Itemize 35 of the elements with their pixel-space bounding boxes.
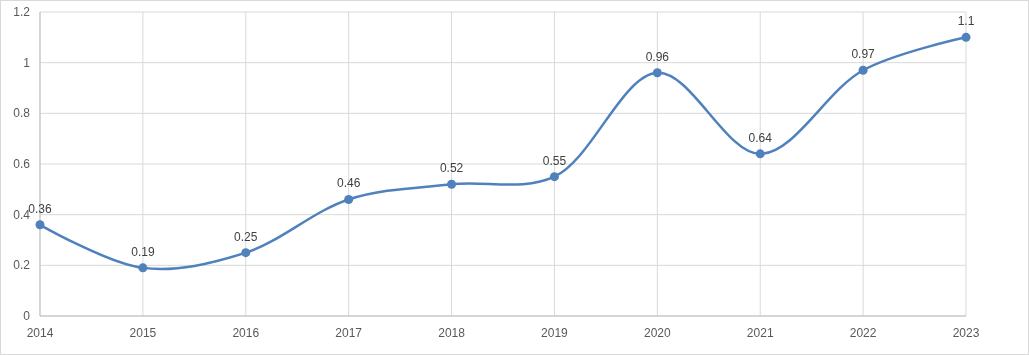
point [549, 172, 559, 182]
x-tick-label: 2018 [438, 326, 466, 340]
data-label: 0.19 [131, 244, 155, 259]
x-tick-label: 2014 [26, 326, 54, 340]
data-label: 0.64 [748, 130, 773, 145]
x-tick-label: 2020 [643, 326, 671, 340]
y-tick-label: 0.2 [13, 258, 31, 273]
data-label: 0.96 [645, 49, 670, 64]
y-tick-label: 0.8 [13, 106, 31, 121]
x-tick-label: 2022 [849, 326, 877, 340]
x-tick-label: 2019 [541, 326, 569, 340]
y-tick-label: 1 [23, 55, 31, 70]
point [35, 220, 45, 230]
data-label: 0.97 [851, 47, 876, 62]
x-tick-label: 2021 [746, 326, 774, 340]
point [652, 68, 662, 78]
x-tick-label: 2015 [129, 326, 157, 340]
data-label: 0.55 [542, 153, 567, 168]
point [961, 32, 971, 42]
data-label: 0.25 [234, 229, 258, 244]
data-label: 0.52 [439, 161, 464, 176]
point [138, 263, 148, 273]
x-tick-label: 2017 [335, 326, 363, 340]
point [858, 65, 868, 75]
y-tick-label: 1.2 [13, 5, 31, 19]
y-tick-label: 0.6 [13, 157, 31, 171]
point [241, 248, 251, 258]
data-label: 0.46 [336, 176, 361, 191]
point [344, 194, 354, 204]
x-tick-label: 2016 [232, 326, 260, 340]
x-tick-label: 2023 [952, 326, 980, 340]
y-tick-label: 0 [23, 309, 31, 323]
point [755, 149, 765, 159]
point [447, 179, 457, 189]
data-label: 1.1 [957, 14, 975, 29]
